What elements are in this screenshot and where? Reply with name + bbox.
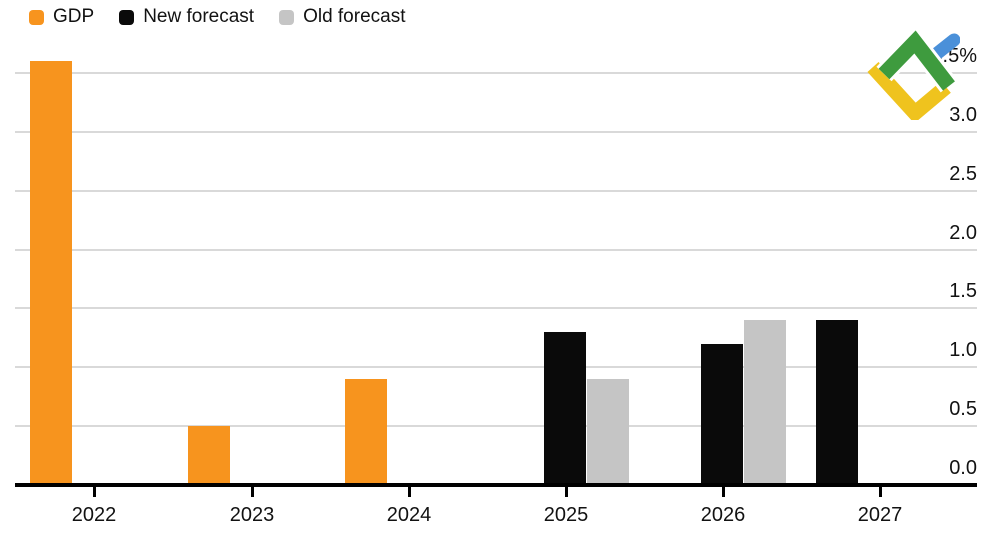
chart-legend: GDP New forecast Old forecast xyxy=(29,7,406,27)
bar-new-forecast-2025 xyxy=(544,332,586,485)
x-axis-tick xyxy=(408,487,411,497)
bar-new-forecast-2026 xyxy=(701,344,743,485)
gridline xyxy=(15,307,977,310)
x-axis-label: 2023 xyxy=(229,504,275,526)
gridline xyxy=(15,248,977,251)
x-axis-label: 2022 xyxy=(71,504,117,526)
legend-item-gdp: GDP xyxy=(29,7,94,27)
litefinance-logo xyxy=(867,28,960,120)
legend-item-old-forecast: Old forecast xyxy=(279,6,406,27)
gridline xyxy=(15,130,977,133)
legend-item-new-forecast: New forecast xyxy=(119,7,254,27)
y-axis-label: 1.0 xyxy=(949,339,977,362)
gridline xyxy=(15,366,977,369)
gridline xyxy=(15,189,977,192)
bar-old-forecast-2026 xyxy=(744,320,786,485)
bar-new-forecast-2027 xyxy=(816,320,858,485)
legend-swatch-new-forecast xyxy=(119,9,135,25)
x-axis-label: 2026 xyxy=(700,504,746,526)
bar-gdp-2023 xyxy=(188,426,230,485)
gridline xyxy=(15,72,977,75)
y-axis-label: 3.0 xyxy=(949,103,977,126)
logo-green-stroke xyxy=(878,30,955,91)
y-axis-label: 2.0 xyxy=(949,221,977,244)
bar-old-forecast-2025 xyxy=(587,379,629,485)
legend-label-gdp: GDP xyxy=(53,6,95,27)
y-axis-label: 2.5 xyxy=(949,162,977,185)
x-axis-tick xyxy=(722,487,725,497)
x-axis-line xyxy=(15,483,977,487)
x-axis-label: 2024 xyxy=(386,504,432,526)
bar-gdp-2024 xyxy=(345,379,387,485)
y-axis-label: 0.5 xyxy=(949,398,977,421)
x-axis-tick xyxy=(251,487,254,497)
bar-gdp-2022 xyxy=(30,61,72,485)
legend-label-new-forecast: New forecast xyxy=(143,6,255,27)
x-axis-tick xyxy=(565,487,568,497)
legend-swatch-old-forecast xyxy=(279,9,295,25)
x-axis-label: 2025 xyxy=(543,504,589,526)
gridline xyxy=(15,425,977,428)
legend-label-old-forecast: Old forecast xyxy=(303,6,406,27)
x-axis-tick xyxy=(93,487,96,497)
legend-swatch-gdp xyxy=(29,9,44,25)
logo-yellow-stroke xyxy=(867,61,951,120)
y-axis-label: 0.0 xyxy=(949,457,977,479)
y-axis-label: 1.5 xyxy=(949,280,977,303)
x-axis-tick xyxy=(879,487,882,497)
x-axis-label: 2027 xyxy=(857,504,903,526)
